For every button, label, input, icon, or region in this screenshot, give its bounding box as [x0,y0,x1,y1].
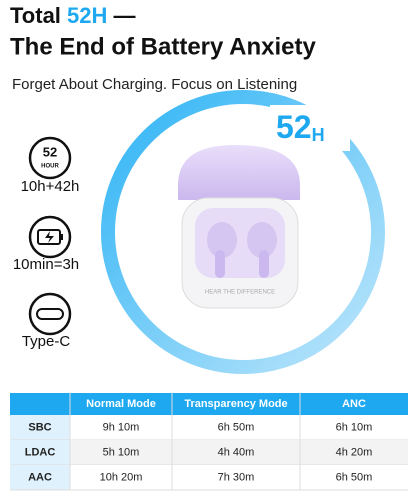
row-label-bg [10,415,70,440]
battery-ring [101,90,385,374]
hour-icon [28,136,72,180]
battery-table: Normal Mode Transparency Mode ANC SBC 9h 10m… [10,393,408,491]
table-cell: 6h 50m [218,421,255,433]
row-bg [70,440,408,465]
row-label-bg [10,465,70,490]
title-line1: Total 52H — [10,3,136,28]
icon-number: 52 [43,144,57,159]
bolt-glyph [45,231,54,243]
row-label: SBC [28,421,51,433]
column-header: Normal Mode [86,398,156,410]
earbud-case: HEAR THE DIFFERENCE [178,145,300,309]
charge-icon [28,215,72,259]
title-highlight: 52H [67,3,107,28]
case-text: HEAR THE DIFFERENCE [205,290,275,296]
title-line2: The End of Battery Anxiety [10,33,316,60]
ring-gap [270,105,350,151]
title-prefix: Total [10,3,61,28]
title-suffix: — [114,3,136,28]
row-label-bg [10,440,70,465]
table-cell: 6h 10m [336,421,373,433]
usbc-glyph [36,308,64,320]
row-bg [70,415,408,440]
battery-tip [60,234,63,240]
ring-number: 52 [276,109,312,145]
usb-icon [28,292,72,336]
icon-unit: HOUR [41,164,59,170]
ring-label: 52H [276,109,325,145]
subtitle: Forget About Charging. Focus on Listenin… [12,76,297,93]
feature-label: Type-C [22,333,71,350]
table-cell: 10h 20m [100,471,143,483]
row-label: LDAC [25,446,56,458]
ring-unit: H [312,125,325,145]
table-cell: 4h 40m [218,446,255,458]
table-cell: 7h 30m [218,471,255,483]
table-cell: 4h 20m [336,446,373,458]
table-cell: 6h 50m [336,471,373,483]
feature-label: 10min=3h [13,256,79,273]
table-cell: 9h 10m [103,421,140,433]
row-bg [70,465,408,490]
column-header: ANC [342,398,366,410]
column-header: Transparency Mode [184,398,287,410]
table-header-bg [10,393,408,415]
feature-label: 10h+42h [21,178,80,195]
row-label: AAC [28,471,52,483]
table-cell: 5h 10m [103,446,140,458]
